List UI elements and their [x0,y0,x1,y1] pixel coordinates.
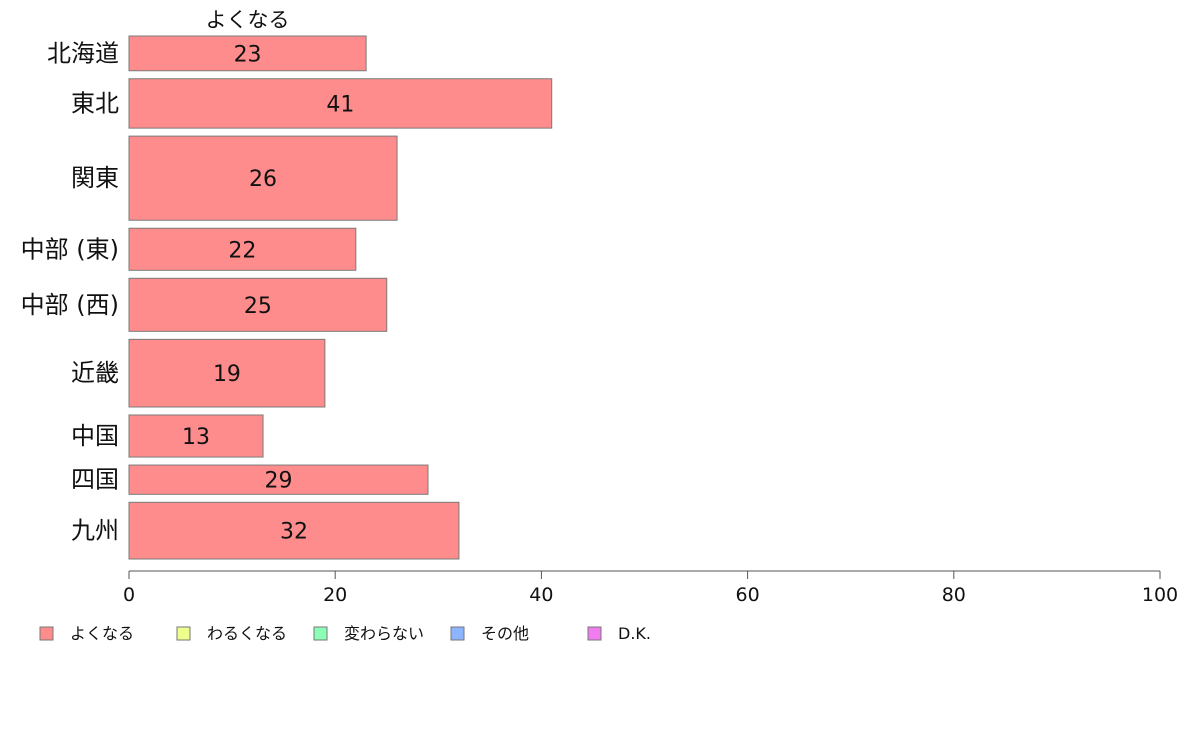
data-label: 19 [213,362,241,387]
bar [128,501,460,560]
x-tick-label: 100 [1142,584,1178,606]
series-headers: よくなる [206,8,290,32]
category-label: 中部 (西) [21,291,119,319]
bar [128,414,264,458]
legend-swatch [587,626,602,641]
bar [128,464,429,495]
data-label: 29 [264,469,292,494]
data-label: 26 [249,167,277,192]
data-label: 41 [326,92,354,117]
x-tick-label: 20 [323,584,347,606]
category-label: 北海道 [47,39,119,67]
category-label: 四国 [71,466,119,494]
bar [128,78,553,129]
legend-swatch [450,626,465,641]
data-label: 25 [244,294,272,319]
category-label: 近畿 [71,359,119,387]
legend: よくなる わるくなる 変わらない その他 D.K. [39,624,651,643]
legend-label: わるくなる [207,624,287,643]
x-tick-label: 40 [529,584,553,606]
bar [128,277,388,332]
data-label: 23 [234,42,262,67]
legend-swatch [39,626,54,641]
bar [128,135,398,221]
category-label: 中部 (東) [21,235,119,263]
category-label: 中国 [71,422,119,450]
x-axis: 0 20 40 60 80 100 [123,570,1178,606]
data-label: 32 [280,520,308,545]
legend-label: よくなる [70,624,134,643]
legend-swatch [176,626,191,641]
x-tick-label: 80 [942,584,966,606]
x-tick-label: 0 [123,584,135,606]
legend-label: その他 [481,624,529,643]
bars: 23 41 26 22 25 19 13 29 32 [128,35,553,560]
category-label: 関東 [71,164,119,192]
category-label: 九州 [71,517,119,545]
legend-label: 変わらない [344,624,424,643]
series-header: よくなる [206,8,290,32]
legend-swatch [313,626,328,641]
bar [128,338,326,408]
data-label: 13 [182,425,210,450]
legend-label: D.K. [618,624,651,643]
category-label: 東北 [71,89,119,117]
x-tick-label: 60 [736,584,760,606]
data-label: 22 [228,238,256,263]
bar [128,227,357,271]
bar [128,35,367,72]
